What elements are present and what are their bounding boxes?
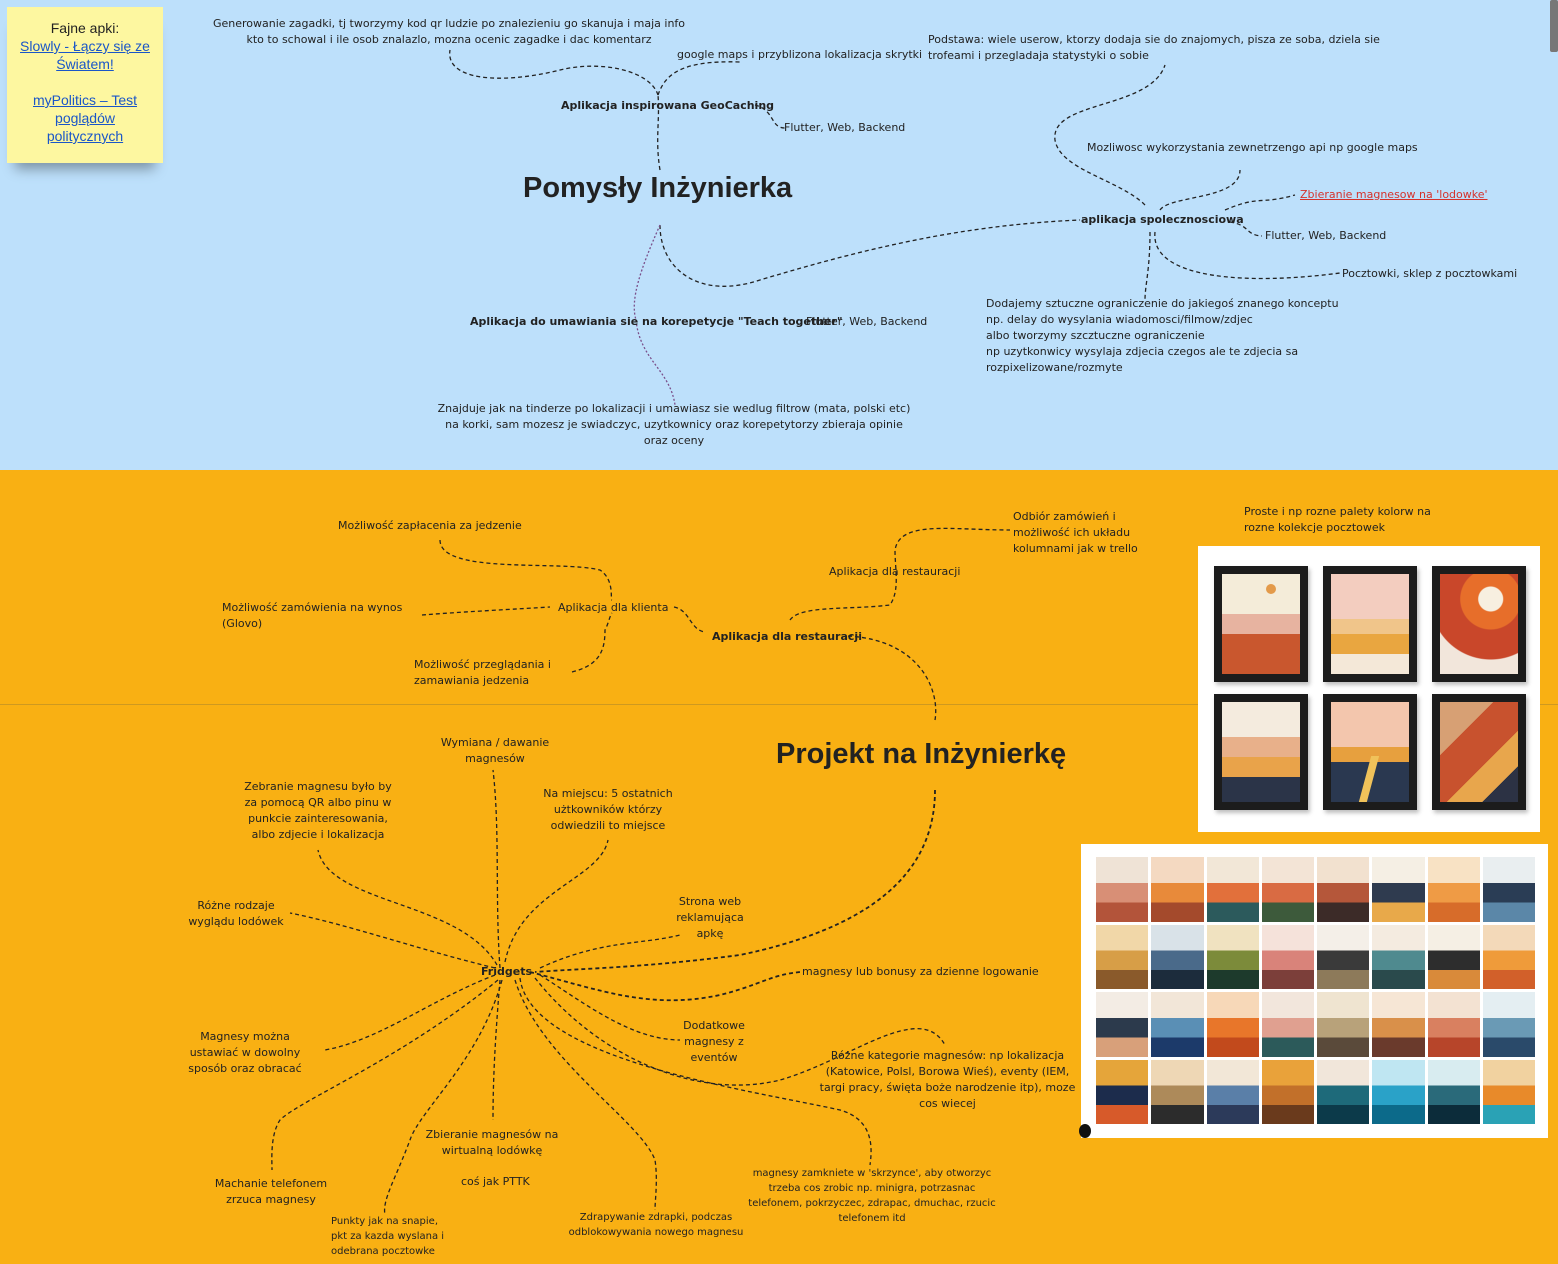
palette-tile xyxy=(1317,1059,1370,1124)
fridgets-shake[interactable]: Machanie telefonem zrzuca magnesy xyxy=(214,1177,328,1206)
social-limits[interactable]: Dodajemy sztuczne ograniczenie do jakieg… xyxy=(986,296,1339,376)
art-frame xyxy=(1214,694,1308,810)
sticky-note[interactable]: Fajne apki: Slowly - Łączy się ze Świate… xyxy=(7,7,163,163)
scrollbar[interactable] xyxy=(1550,0,1558,52)
framed-art-image[interactable] xyxy=(1198,546,1540,832)
fridgets-daily-login[interactable]: magnesy lub bonusy za dzienne logowanie xyxy=(802,965,1039,978)
postcards-note[interactable]: Proste i np rozne palety kolorw na rozne… xyxy=(1244,505,1431,534)
palette-tile xyxy=(1317,924,1370,989)
social-base[interactable]: Podstawa: wiele userow, ktorzy dodaja si… xyxy=(928,33,1380,62)
palette-tile xyxy=(1427,857,1480,922)
restaurant-takeaway[interactable]: Możliwość zamówienia na wynos (Glovo) xyxy=(222,601,403,630)
tutoring-node[interactable]: Aplikacja do umawiania sie na korepetycj… xyxy=(470,315,843,328)
palette-tile xyxy=(1372,924,1425,989)
palette-tile xyxy=(1206,924,1259,989)
image-handle-icon[interactable] xyxy=(1079,1124,1091,1138)
geocaching-maps[interactable]: google maps i przyblizona lokalizacja sk… xyxy=(677,48,923,61)
palette-tile xyxy=(1151,1059,1204,1124)
palette-tile xyxy=(1206,1059,1259,1124)
fridgets-arrange[interactable]: Magnesy można ustawiać w dowolny sposób … xyxy=(188,1030,302,1075)
palette-tile xyxy=(1372,1059,1425,1124)
ideas-board-area xyxy=(0,0,1558,470)
fridgets-on-site[interactable]: Na miejscu: 5 ostatnich użtkowników któr… xyxy=(543,787,673,832)
palette-tile xyxy=(1206,857,1259,922)
palette-tile xyxy=(1317,857,1370,922)
art-frame xyxy=(1323,694,1417,810)
art-frame xyxy=(1432,694,1526,810)
social-node[interactable]: aplikacja spolecznosciowa xyxy=(1081,213,1244,226)
fridgets-snap-points[interactable]: Punkty jak na snapie, pkt za kazda wysla… xyxy=(331,1216,445,1257)
geocaching-node[interactable]: Aplikacja inspirowana GeoCaching xyxy=(561,99,775,112)
palette-tile xyxy=(1482,924,1535,989)
art-frame xyxy=(1323,566,1417,682)
link-slowly[interactable]: Slowly - Łączy się ze Światem! xyxy=(20,38,150,72)
social-api[interactable]: Mozliwosc wykorzystania zewnetrzengo api… xyxy=(1087,141,1418,154)
palette-tile xyxy=(1151,924,1204,989)
client-app-node[interactable]: Aplikacja dla klienta xyxy=(558,601,669,614)
palette-tile xyxy=(1096,1059,1149,1124)
fridgets-exchange[interactable]: Wymiana / dawanie magnesów xyxy=(440,736,550,765)
geocaching-desc[interactable]: Generowanie zagadki, tj tworzymy kod qr … xyxy=(212,17,686,46)
palette-tile xyxy=(1096,924,1149,989)
section-divider xyxy=(0,704,1558,705)
tutoring-desc[interactable]: Znajduje jak na tinderze po lokalizacji … xyxy=(437,402,911,447)
palette-tile xyxy=(1482,857,1535,922)
palette-tile xyxy=(1427,924,1480,989)
restaurant-browse[interactable]: Możliwość przeglądania i zamawiania jedz… xyxy=(414,658,551,687)
tutoring-tech[interactable]: Flutter, Web, Backend xyxy=(806,315,928,328)
fridgets-fridge-looks[interactable]: Różne rodzaje wyglądu lodówek xyxy=(188,899,284,928)
palette-tile xyxy=(1372,992,1425,1057)
palette-tile xyxy=(1261,924,1314,989)
palette-tile xyxy=(1317,992,1370,1057)
palette-tile xyxy=(1427,992,1480,1057)
art-frame xyxy=(1432,566,1526,682)
social-postcards[interactable]: Pocztowki, sklep z pocztowkami xyxy=(1342,267,1518,280)
fridgets-box[interactable]: magnesy zamkniete w 'skrzynce', aby otwo… xyxy=(748,1168,996,1224)
palette-tile xyxy=(1372,857,1425,922)
palette-tile xyxy=(1151,992,1204,1057)
restaurant-app-node[interactable]: Aplikacja dla restauracji xyxy=(829,565,961,578)
social-tech[interactable]: Flutter, Web, Backend xyxy=(1265,229,1387,242)
art-frame xyxy=(1214,566,1308,682)
palette-grid-image[interactable] xyxy=(1081,844,1548,1138)
sticky-heading: Fajne apki: xyxy=(50,20,120,36)
limit-line: Dodajemy sztuczne ograniczenie do jakieg… xyxy=(986,297,1339,310)
fridgets-website[interactable]: Strona web reklamująca apkę xyxy=(676,895,744,940)
palette-tile xyxy=(1261,992,1314,1057)
palette-tile xyxy=(1206,992,1259,1057)
limit-line: rozpixelizowane/rozmyte xyxy=(986,361,1123,374)
fridgets-collect-qr[interactable]: Zebranie magnesu było by za pomocą QR al… xyxy=(244,780,392,841)
fridgets-node[interactable]: Fridgets xyxy=(481,965,533,978)
fridgets-virtual-fridge[interactable]: Zbieranie magnesów na wirtualną lodówkę xyxy=(425,1128,559,1157)
palette-tile xyxy=(1151,857,1204,922)
palette-tile xyxy=(1482,992,1535,1057)
limit-line: albo tworzymy szcztuczne ograniczenie xyxy=(986,329,1205,342)
ideas-title[interactable]: Pomysły Inżynierka xyxy=(523,172,793,204)
link-mypolitics[interactable]: myPolitics – Test poglądów politycznych xyxy=(33,92,137,144)
restaurant-receive[interactable]: Odbiór zamówień i możliwość ich układu k… xyxy=(1013,510,1138,555)
palette-tile xyxy=(1096,857,1149,922)
fridgets-scratch[interactable]: Zdrapywanie zdrapki, podczas odblokowywa… xyxy=(568,1212,744,1238)
social-magnets-link[interactable]: Zbieranie magnesow na 'lodowke' xyxy=(1300,188,1488,201)
restaurant-pay[interactable]: Możliwość zapłacenia za jedzenie xyxy=(338,519,522,532)
geocaching-tech[interactable]: Flutter, Web, Backend xyxy=(784,121,906,134)
fridgets-events[interactable]: Dodatkowe magnesy z eventów xyxy=(683,1019,745,1064)
restaurant-node[interactable]: Aplikacja dla restauracji xyxy=(712,630,862,643)
palette-tile xyxy=(1427,1059,1480,1124)
palette-tile xyxy=(1482,1059,1535,1124)
limit-line: np uzytkonwicy wysylaja zdjecia czegos a… xyxy=(986,345,1299,358)
palette-tile xyxy=(1096,992,1149,1057)
limit-line: np. delay do wysylania wiadomosci/filmow… xyxy=(986,313,1253,326)
fridgets-pttk[interactable]: coś jak PTTK xyxy=(461,1175,530,1188)
palette-tile xyxy=(1261,857,1314,922)
palette-grid xyxy=(1095,856,1537,1126)
project-title[interactable]: Projekt na Inżynierkę xyxy=(776,738,1067,770)
fridgets-categories[interactable]: Różne kategorie magnesów: np lokalizacja… xyxy=(819,1049,1076,1110)
palette-tile xyxy=(1261,1059,1314,1124)
